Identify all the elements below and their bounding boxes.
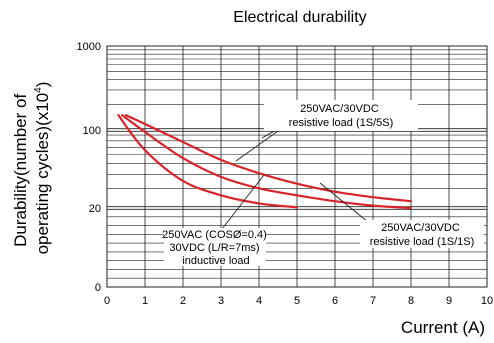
x-tick-label: 6 bbox=[332, 295, 338, 307]
x-axis-title: Current (A) bbox=[401, 318, 485, 337]
series-2-line bbox=[121, 114, 413, 210]
x-tick-label: 0 bbox=[104, 295, 110, 307]
y-axis-title: Durability(number of operating cycles)(x… bbox=[11, 82, 52, 255]
annotation-2-background bbox=[164, 228, 266, 266]
x-tick-label: 8 bbox=[408, 295, 414, 307]
annotation-3-line-2: resistive load (1S/1S) bbox=[370, 236, 475, 248]
y-tick-label: 0 bbox=[95, 282, 101, 294]
annotation-1-line-2: resistive load (1S/5S) bbox=[289, 117, 394, 129]
series-lines bbox=[117, 114, 413, 210]
annotation-2-line-3: inductive load bbox=[182, 255, 249, 267]
x-tick-label: 5 bbox=[294, 295, 300, 307]
y-axis-title-suffix: ) bbox=[33, 82, 52, 88]
y-axis-title-text: operating cycles)(x10 bbox=[33, 93, 52, 255]
annotation-leader-line bbox=[221, 174, 265, 230]
annotation-3-background bbox=[360, 220, 484, 248]
annotation-leaders bbox=[221, 120, 369, 230]
x-tick-label: 1 bbox=[142, 295, 148, 307]
x-tick-label: 10 bbox=[481, 295, 493, 307]
y-axis-title-exponent: 4 bbox=[33, 87, 44, 93]
chart-title: Electrical durability bbox=[233, 9, 366, 26]
annotation-leader-line bbox=[319, 182, 369, 223]
x-tick-label: 4 bbox=[256, 295, 262, 307]
annotation-1-background bbox=[264, 100, 418, 131]
x-tick-label: 7 bbox=[370, 295, 376, 307]
annotation-2: 250VAC (COSØ=0.4) 30VDC (L/R=7ms) induct… bbox=[162, 229, 270, 267]
y-tick-label: 20 bbox=[89, 203, 101, 215]
y-tick-label: 1000 bbox=[77, 41, 101, 53]
x-tick-label: 9 bbox=[446, 295, 452, 307]
x-tick-label: 2 bbox=[180, 295, 186, 307]
x-tick-label: 3 bbox=[218, 295, 224, 307]
annotation-1-line-1: 250VAC/30VDC bbox=[300, 103, 379, 115]
series-1-line bbox=[124, 114, 413, 203]
annotations: 250VAC/30VDC resistive load (1S/5S) 250V… bbox=[162, 100, 484, 267]
y-axis-title-line-1: Durability(number of bbox=[11, 94, 30, 247]
y-axis-title-line-2: operating cycles)(x104) bbox=[33, 82, 52, 255]
annotation-2-line-2: 30VDC (L/R=7ms) bbox=[169, 242, 259, 254]
annotation-3-line-1: 250VAC/30VDC bbox=[381, 222, 460, 234]
series-3-line bbox=[117, 114, 299, 209]
annotation-2-line-1: 250VAC (COSØ=0.4) bbox=[162, 229, 267, 241]
annotation-1: 250VAC/30VDC resistive load (1S/5S) bbox=[289, 103, 394, 129]
annotation-3: 250VAC/30VDC resistive load (1S/1S) bbox=[370, 222, 475, 248]
y-tick-label: 100 bbox=[83, 125, 101, 137]
